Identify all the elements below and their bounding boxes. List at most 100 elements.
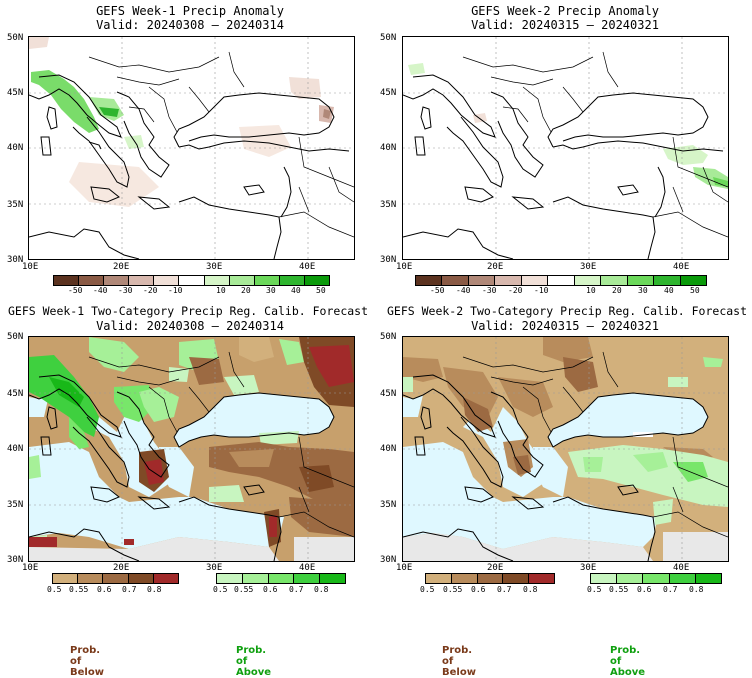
lat-label: 45N [380,389,397,399]
lon-label: 10E [22,563,39,573]
above-colorbar [590,573,722,584]
colorbar-tick: 50 [316,286,326,295]
colorbar-swatch [279,276,305,285]
lon-label: 40E [673,262,690,272]
colorbar-tick: 0.5 [587,585,602,594]
colorbar-swatch [320,574,345,583]
colorbar-swatch [442,276,469,285]
panel-title: GEFS Week-1 Two-Category Precip Reg. Cal… [7,304,369,318]
colorbar-tick: -50 [68,286,83,295]
panel-title: GEFS Week-1 Precip Anomaly [96,4,284,18]
lat-label: 35N [7,500,24,510]
lon-label: 20E [113,563,130,573]
lat-label: 35N [380,500,397,510]
colorbar-swatch [643,574,670,583]
colorbar-tick: 20 [241,286,251,295]
colorbar-tick: 0.5 [47,585,62,594]
lat-label: 30N [380,255,397,265]
colorbar-tick: 0.6 [97,585,112,594]
lat-label: 45N [380,88,397,98]
colorbar-tick: -20 [143,286,158,295]
colorbar-swatch [529,574,554,583]
lat-label: 40N [380,143,397,153]
lat-label: 30N [380,555,397,565]
colorbar-tick: 0.8 [314,585,329,594]
colorbar-swatch [503,574,530,583]
colorbar-tick: -30 [482,286,497,295]
colorbar-swatch [591,574,618,583]
map-area[interactable] [28,336,355,562]
colorbar-swatch [204,276,230,285]
colorbar-swatch [695,574,722,583]
colorbar-swatch [294,574,321,583]
lon-label: 40E [673,563,690,573]
colorbar-tick: 0.5 [213,585,228,594]
lon-label: 30E [580,262,597,272]
colorbar-swatch [548,276,575,285]
lon-label: 20E [487,563,504,573]
colorbar-tick: 0.7 [497,585,512,594]
panel-valid: Valid: 20240315 – 20240321 [471,319,659,333]
lat-label: 30N [7,555,24,565]
colorbar-tick: 0.6 [471,585,486,594]
colorbar-swatch [154,276,180,285]
colorbar-tick: 0.55 [69,585,89,594]
lon-label: 20E [487,262,504,272]
map-area[interactable] [402,36,729,260]
below-colorbar [425,573,555,584]
lat-label: 40N [7,143,24,153]
colorbar-swatch [426,574,452,583]
colorbar-swatch [451,574,478,583]
colorbar-tick: 40 [664,286,674,295]
colorbar-tick: 0.55 [443,585,463,594]
colorbar-swatch [627,276,655,285]
colorbar-tick: 50 [690,286,700,295]
anomaly-colorbar [415,275,707,286]
colorbar-tick: -10 [534,286,549,295]
lon-label: 30E [206,262,223,272]
colorbar-swatch [78,574,104,583]
lat-label: 45N [7,389,24,399]
colorbar-tick: 0.8 [523,585,538,594]
below-colorbar [52,573,179,584]
panel-title: GEFS Week-2 Two-Category Precip Reg. Cal… [386,304,748,318]
colorbar-tick: 30 [638,286,648,295]
lat-label: 35N [7,200,24,210]
panel-valid: Valid: 20240308 – 20240314 [96,18,284,32]
panel-title: GEFS Week-2 Precip Anomaly [471,4,659,18]
lon-label: 10E [396,563,413,573]
colorbar-tick: 10 [586,286,596,295]
lon-label: 40E [299,563,316,573]
colorbar-swatch [254,276,280,285]
colorbar-swatch [217,574,243,583]
colorbar-swatch [268,574,295,583]
colorbar-tick: 0.55 [609,585,629,594]
colorbar-tick: -10 [168,286,183,295]
map-area[interactable] [402,336,729,562]
colorbar-swatch [654,276,681,285]
colorbar-swatch [129,276,155,285]
colorbar-tick: 0.7 [122,585,137,594]
colorbar-swatch [601,276,628,285]
colorbar-tick: -20 [508,286,523,295]
lat-label: 50N [7,332,24,342]
map-canvas [29,337,354,561]
colorbar-tick: 40 [291,286,301,295]
colorbar-swatch [669,574,696,583]
colorbar-tick: 0.6 [637,585,652,594]
colorbar-tick: -40 [93,286,108,295]
colorbar-tick: 10 [216,286,226,295]
colorbar-swatch [477,574,504,583]
lon-label: 30E [206,563,223,573]
lon-label: 40E [299,262,316,272]
colorbar-tick: 20 [612,286,622,295]
above-colorbar [216,573,346,584]
colorbar-swatch [103,574,129,583]
lon-label: 10E [396,262,413,272]
colorbar-tick: -40 [456,286,471,295]
colorbar-swatch [468,276,496,285]
map-area[interactable] [28,36,355,260]
lat-label: 50N [380,33,397,43]
colorbar-swatch [495,276,522,285]
colorbar-swatch [416,276,443,285]
